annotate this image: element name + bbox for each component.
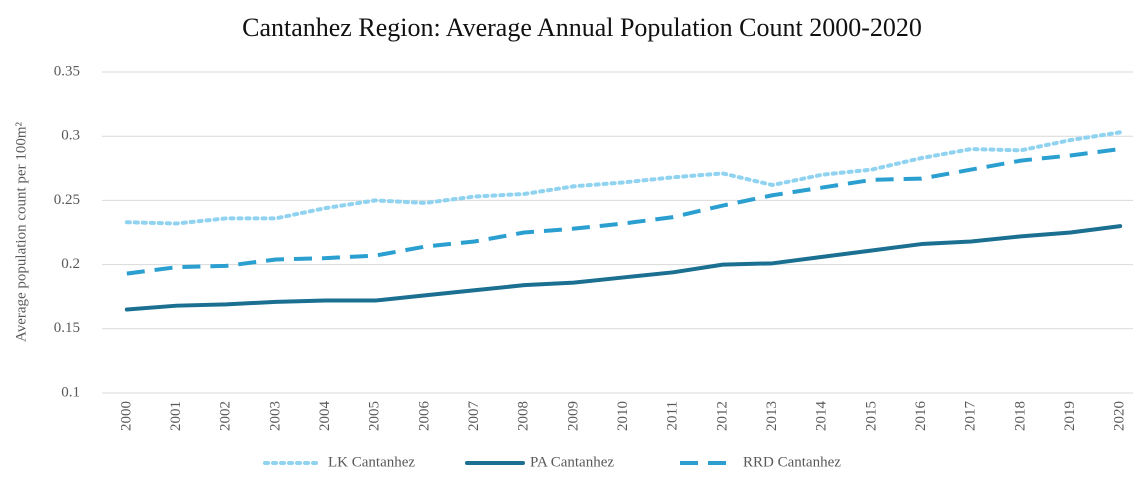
x-tick-label: 2008 [516,401,532,431]
y-tick-label: 0.2 [61,256,80,272]
chart-title: Cantanhez Region: Average Annual Populat… [242,13,922,42]
x-tick-label: 2016 [913,401,929,432]
x-tick-label: 2009 [565,401,581,431]
x-tick-label: 2012 [714,401,730,431]
y-tick-label: 0.15 [54,320,80,336]
x-tick-label: 2019 [1062,401,1078,431]
x-tick-label: 2006 [416,401,432,432]
y-axis-label: Average population count per 100m² [13,122,29,342]
legend-label: LK Cantanhez [328,454,415,470]
x-tick-label: 2014 [814,401,830,432]
x-tick-label: 2018 [1012,401,1028,431]
x-tick-label: 2004 [317,401,333,432]
x-tick-label: 2011 [665,401,681,430]
x-tick-label: 2001 [168,401,184,431]
x-tick-label: 2005 [367,401,383,431]
series-line [124,224,1123,312]
y-tick-label: 0.1 [61,384,80,400]
x-tick-label: 2000 [118,401,134,431]
y-tick-label: 0.35 [54,63,80,79]
legend-label: RRD Cantanhez [743,454,841,470]
y-tick-label: 0.25 [54,192,80,208]
y-tick-label: 0.3 [61,128,80,144]
x-tick-label: 2007 [466,401,482,432]
x-tick-label: 2002 [218,401,234,431]
legend-label: PA Cantanhez [530,454,614,470]
x-tick-label: 2017 [963,401,979,432]
x-tick-label: 2003 [267,401,283,431]
x-tick-label: 2010 [615,401,631,431]
x-tick-label: 2020 [1112,401,1128,431]
series-line [124,130,1123,226]
x-tick-label: 2013 [764,401,780,431]
series-line [126,147,1121,276]
x-tick-label: 2015 [863,401,879,431]
